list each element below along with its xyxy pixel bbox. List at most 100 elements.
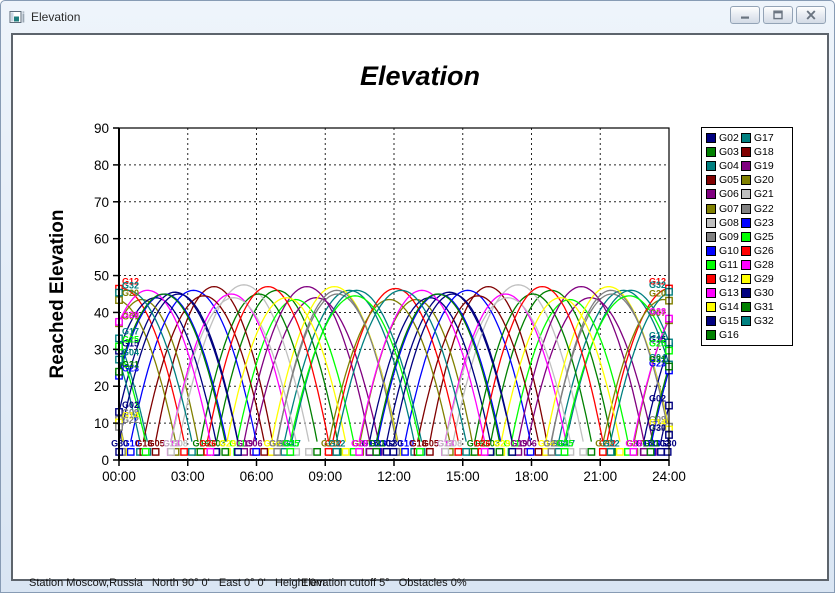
svg-text:G30: G30 [385, 439, 402, 449]
legend-item-G21: G21 [741, 187, 774, 201]
legend-label: G08 [719, 217, 739, 229]
svg-text:G29: G29 [493, 439, 510, 449]
legend-label: G25 [754, 231, 774, 243]
legend-item-G03: G03 [706, 145, 739, 159]
legend-item-G10: G10 [706, 244, 739, 258]
maximize-icon [772, 10, 784, 20]
legend-label: G29 [754, 273, 774, 285]
legend-item-G07: G07 [706, 201, 739, 215]
legend-label: G21 [754, 188, 774, 200]
svg-text:10: 10 [94, 416, 109, 431]
close-button[interactable] [796, 6, 826, 24]
legend-label: G15 [719, 315, 739, 327]
legend-swatch [741, 204, 751, 214]
legend-swatch [741, 260, 751, 270]
legend-label: G13 [719, 287, 739, 299]
svg-text:G26: G26 [199, 439, 216, 449]
legend-col-left: G02G03 G04 G05 G06G07 G08G09G10 G11 G12 G13 G14 G… [706, 131, 739, 342]
minimize-button[interactable] [730, 6, 760, 24]
legend-item-G30: G30 [741, 286, 774, 300]
legend-swatch [706, 147, 716, 157]
status-bar: Station Moscow,Russia North 90° 0' East … [29, 548, 539, 593]
legend-label: G11 [719, 259, 738, 271]
legend-swatch [706, 330, 716, 340]
legend-item-G26: G26 [741, 244, 774, 258]
legend-swatch [741, 302, 751, 312]
legend-swatch [741, 246, 751, 256]
legend-item-G12: G12 [706, 272, 739, 286]
legend-swatch [741, 175, 751, 185]
legend-label: G14 [719, 301, 739, 313]
legend-label: G26 [754, 245, 774, 257]
legend-item-G09: G09 [706, 230, 739, 244]
svg-text:06:00: 06:00 [240, 469, 274, 484]
legend-swatch [741, 274, 751, 284]
svg-text:70: 70 [94, 195, 109, 210]
legend-item-G04: G04 [706, 159, 739, 173]
svg-text:G29: G29 [219, 439, 236, 449]
svg-text:G31: G31 [643, 439, 660, 449]
maximize-button[interactable] [763, 6, 793, 24]
legend-label: G20 [754, 174, 774, 186]
legend-item-G23: G23 [741, 216, 774, 230]
legend-item-G25: G25 [741, 230, 774, 244]
legend-label: G05 [719, 174, 739, 186]
legend-label: G06 [719, 188, 739, 200]
svg-text:G20: G20 [649, 289, 666, 299]
legend-label: G16 [719, 329, 739, 341]
legend-label: G30 [754, 287, 774, 299]
legend-label: G10 [719, 245, 739, 257]
svg-text:60: 60 [94, 232, 109, 247]
legend-item-G06: G06 [706, 187, 739, 201]
legend-item-G14: G14 [706, 300, 739, 314]
legend-item-G05: G05 [706, 173, 739, 187]
svg-text:G18: G18 [135, 439, 152, 449]
title-bar[interactable]: Elevation [1, 1, 834, 32]
svg-text:G30: G30 [649, 423, 666, 433]
svg-text:G28: G28 [122, 310, 139, 320]
svg-text:G22: G22 [122, 415, 139, 425]
close-icon [805, 10, 817, 20]
legend-swatch [706, 204, 716, 214]
legend-item-G02: G02 [706, 131, 739, 145]
svg-text:G02: G02 [649, 394, 666, 404]
window-title: Elevation [31, 10, 80, 24]
legend-swatch [741, 232, 751, 242]
legend-swatch [741, 147, 751, 157]
legend-item-G29: G29 [741, 272, 774, 286]
svg-text:90: 90 [94, 121, 109, 136]
legend-label: G17 [754, 132, 774, 144]
legend-swatch [706, 133, 716, 143]
svg-text:G18: G18 [410, 439, 427, 449]
legend-swatch [741, 189, 751, 199]
legend-label: G03 [719, 146, 739, 158]
legend-label: G22 [754, 203, 774, 215]
svg-text:Reached Elevation: Reached Elevation [47, 210, 68, 379]
svg-text:G25: G25 [649, 339, 666, 349]
svg-text:G32: G32 [649, 280, 666, 290]
minimize-icon [739, 10, 751, 20]
svg-text:G26: G26 [474, 439, 491, 449]
legend-item-G15: G15 [706, 314, 739, 328]
legend-item-G22: G22 [741, 201, 774, 215]
svg-text:G04: G04 [122, 348, 139, 358]
svg-text:G25: G25 [557, 439, 574, 449]
legend-swatch [706, 161, 716, 171]
legend-item-G28: G28 [741, 258, 774, 272]
svg-text:G32: G32 [603, 439, 620, 449]
legend-label: G19 [754, 160, 774, 172]
legend-label: G12 [719, 273, 739, 285]
svg-text:G21: G21 [163, 439, 180, 449]
svg-text:G31: G31 [368, 439, 385, 449]
legend-item-G17: G17 [741, 131, 774, 145]
svg-text:G28: G28 [351, 439, 368, 449]
legend: G02G03 G04 G05 G06G07 G08G09G10 G11 G12 G13 G14 G… [701, 127, 793, 346]
legend-item-G13: G13 [706, 286, 739, 300]
legend-label: G04 [719, 160, 739, 172]
plot-panel: Elevation G02G02G02G02G03G03G04G04G04G04… [11, 33, 829, 581]
legend-swatch [706, 218, 716, 228]
window-icon [9, 9, 25, 25]
svg-text:80: 80 [94, 158, 109, 173]
svg-text:G31: G31 [122, 360, 139, 370]
svg-text:G28: G28 [625, 439, 642, 449]
